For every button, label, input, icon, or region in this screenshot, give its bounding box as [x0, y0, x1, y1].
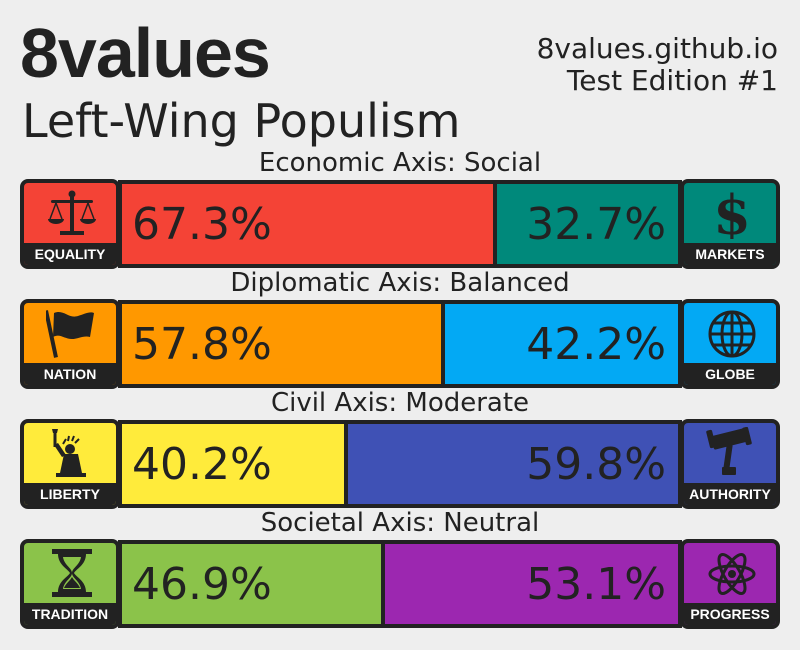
globe-icon [708, 310, 756, 358]
globe-icon-box: GLOBE [680, 299, 780, 389]
app-title: 8values [20, 14, 271, 92]
authority-percent: 59.8% [526, 438, 666, 490]
equality-bar-segment: 67.3% [122, 184, 493, 264]
globe-percent: 42.2% [526, 318, 666, 370]
axis-label-civil: Civil Axis: Moderate [270, 388, 530, 418]
tradition-icon-box: TRADITION [20, 539, 120, 629]
progress-icon-box: PROGRESS [680, 539, 780, 629]
equality-icon-box: EQUALITY [20, 179, 120, 269]
axis-bar-civil: 40.2% 59.8% [118, 420, 682, 508]
tradition-percent: 46.9% [132, 558, 272, 610]
nation-percent: 57.8% [132, 318, 272, 370]
markets-percent: 32.7% [526, 198, 666, 250]
edition-label: Test Edition #1 [566, 64, 778, 97]
authority-bar-segment: 59.8% [348, 424, 678, 504]
ideology-result: Left-Wing Populism [22, 94, 461, 148]
axis-bar-societal: 46.9% 53.1% [118, 540, 682, 628]
scales-icon [48, 190, 96, 235]
dollar-icon: $ [713, 187, 751, 239]
nation-icon-box: NATION [20, 299, 120, 389]
nation-caption: NATION [24, 363, 116, 385]
axis-bar-economic: 67.3% 32.7% [118, 180, 682, 268]
liberty-icon-box: LIBERTY [20, 419, 120, 509]
liberty-caption: LIBERTY [24, 483, 116, 505]
nation-bar-segment: 57.8% [122, 304, 441, 384]
axis-label-economic: Economic Axis: Social [258, 148, 542, 178]
markets-caption: MARKETS [684, 243, 776, 265]
markets-icon-box: $ MARKETS [680, 179, 780, 269]
progress-bar-segment: 53.1% [385, 544, 678, 624]
svg-text:$: $ [713, 187, 751, 239]
hourglass-icon [52, 549, 92, 597]
axis-label-societal: Societal Axis: Neutral [260, 508, 540, 538]
axis-bar-diplomatic: 57.8% 42.2% [118, 300, 682, 388]
liberty-bar-segment: 40.2% [122, 424, 344, 504]
tradition-bar-segment: 46.9% [122, 544, 381, 624]
progress-percent: 53.1% [526, 558, 666, 610]
gavel-icon [706, 427, 752, 475]
progress-caption: PROGRESS [684, 603, 776, 625]
site-url: 8values.github.io [536, 32, 778, 65]
authority-caption: AUTHORITY [684, 483, 776, 505]
equality-caption: EQUALITY [24, 243, 116, 265]
equality-percent: 67.3% [132, 198, 272, 250]
markets-bar-segment: 32.7% [497, 184, 678, 264]
atom-icon [708, 553, 756, 595]
globe-caption: GLOBE [684, 363, 776, 385]
globe-bar-segment: 42.2% [445, 304, 678, 384]
axis-label-diplomatic: Diplomatic Axis: Balanced [230, 268, 570, 298]
authority-icon-box: AUTHORITY [680, 419, 780, 509]
tradition-caption: TRADITION [24, 603, 116, 625]
flag-icon [46, 310, 94, 358]
statue-of-liberty-icon [52, 429, 86, 477]
liberty-percent: 40.2% [132, 438, 272, 490]
